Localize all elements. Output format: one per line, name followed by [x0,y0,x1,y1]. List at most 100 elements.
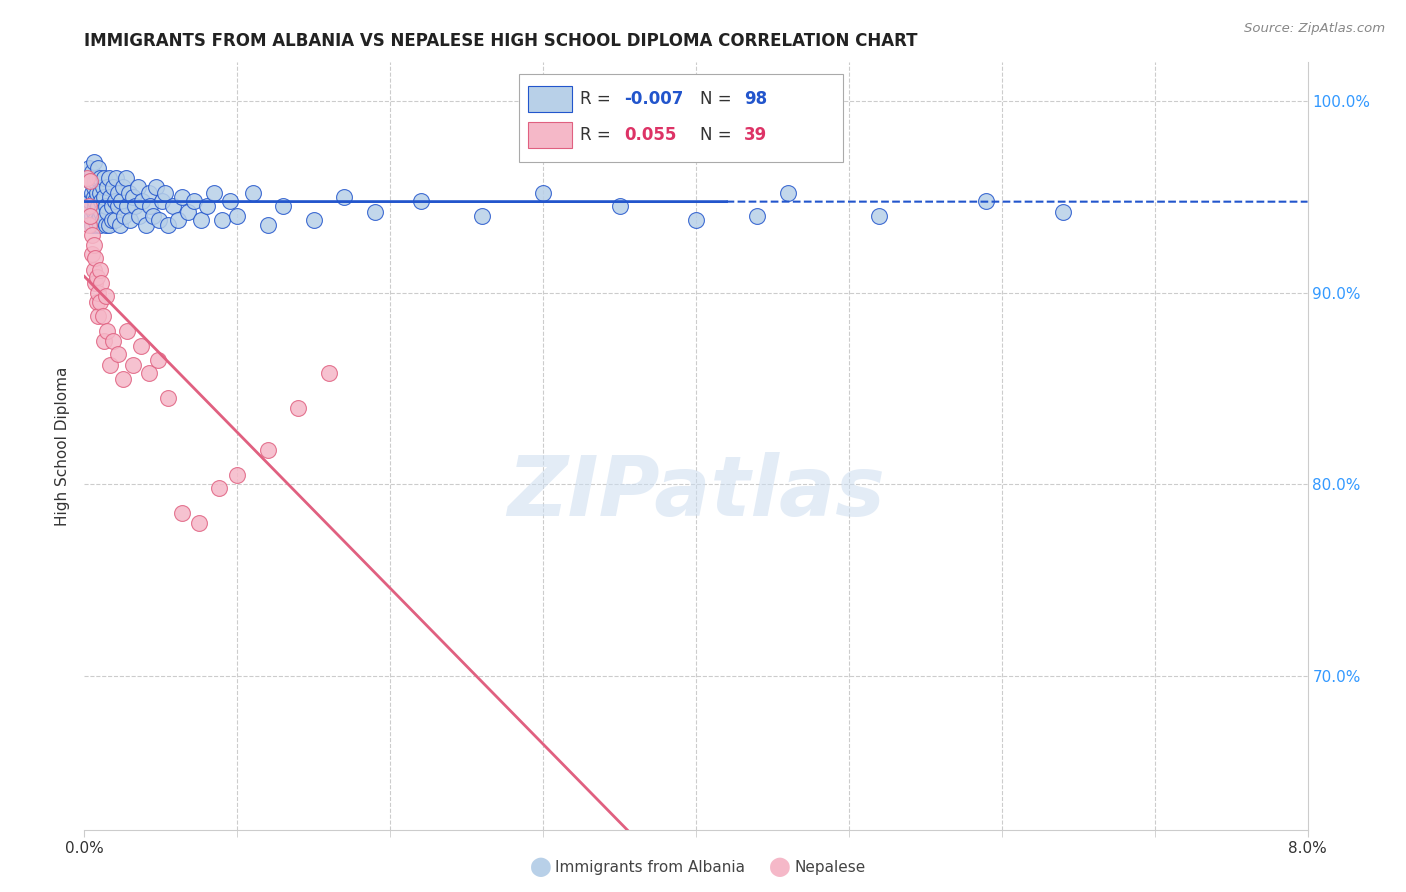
Point [112,209,135,223]
Point [93,170,115,185]
Text: Source: ZipAtlas.com: Source: ZipAtlas.com [1244,22,1385,36]
Point [108,219,131,233]
Point [84,276,107,290]
Point [84,194,107,208]
Point [115,199,138,213]
Text: Immigrants from Albania: Immigrants from Albania [555,860,745,874]
Point [107,199,129,213]
Text: 0.055: 0.055 [624,127,676,145]
Point [138,186,160,200]
Point [976,194,998,208]
Point [77,161,100,175]
Point [96,324,118,338]
Point [89,219,111,233]
Point [103,334,125,348]
Point [128,209,150,223]
Point [91,212,114,227]
Point [80,165,103,179]
Point [257,219,280,233]
Point [609,199,631,213]
Point [104,212,127,227]
Point [83,237,105,252]
Point [138,366,160,380]
Point [146,352,169,367]
Point [104,194,127,208]
Point [90,194,112,208]
Point [183,194,205,208]
Point [107,347,129,361]
Point [226,467,249,482]
Point [89,209,111,223]
Point [177,205,200,219]
Point [145,180,167,194]
Point [76,170,98,185]
Point [531,186,554,200]
Text: IMMIGRANTS FROM ALBANIA VS NEPALESE HIGH SCHOOL DIPLOMA CORRELATION CHART: IMMIGRANTS FROM ALBANIA VS NEPALESE HIGH… [84,32,918,50]
Point [84,199,107,213]
Point [226,209,249,223]
FancyBboxPatch shape [529,87,572,112]
Point [89,295,111,310]
Point [142,209,165,223]
Point [93,190,115,204]
Point [271,199,294,213]
Point [127,180,149,194]
Point [90,276,112,290]
Point [318,366,340,380]
Point [80,209,103,223]
Point [87,199,110,213]
Point [76,170,98,185]
Point [89,262,111,277]
Text: -0.007: -0.007 [624,90,683,108]
Point [97,170,120,185]
Point [155,186,177,200]
Point [101,199,124,213]
Point [103,180,125,194]
Point [162,199,184,213]
Point [172,190,194,204]
Point [89,186,111,200]
Point [91,309,114,323]
Point [129,339,152,353]
Point [94,289,117,303]
Point [257,442,280,457]
Point [747,209,769,223]
Point [115,324,138,338]
Point [84,251,107,265]
Point [77,199,100,213]
Point [776,186,799,200]
Point [107,186,129,200]
Text: 39: 39 [744,127,766,145]
Point [131,194,153,208]
Point [86,295,108,310]
Point [90,205,112,219]
Point [190,212,212,227]
Text: R =: R = [579,90,616,108]
FancyBboxPatch shape [529,122,572,148]
Point [83,262,105,277]
Text: ⬤: ⬤ [530,857,553,877]
Point [287,401,309,415]
Point [122,359,145,373]
Point [87,285,110,300]
Point [118,186,141,200]
Point [135,219,157,233]
Point [83,155,105,169]
Point [114,170,136,185]
FancyBboxPatch shape [519,74,842,162]
Point [86,270,108,285]
Point [80,219,103,233]
Point [105,170,128,185]
Point [157,219,180,233]
Text: N =: N = [700,90,737,108]
Text: N =: N = [700,127,737,145]
Point [87,212,110,227]
Point [139,199,162,213]
Point [471,209,494,223]
Point [98,190,121,204]
Point [98,359,121,373]
Point [333,190,356,204]
Point [122,190,145,204]
Point [94,199,117,213]
Point [96,180,118,194]
